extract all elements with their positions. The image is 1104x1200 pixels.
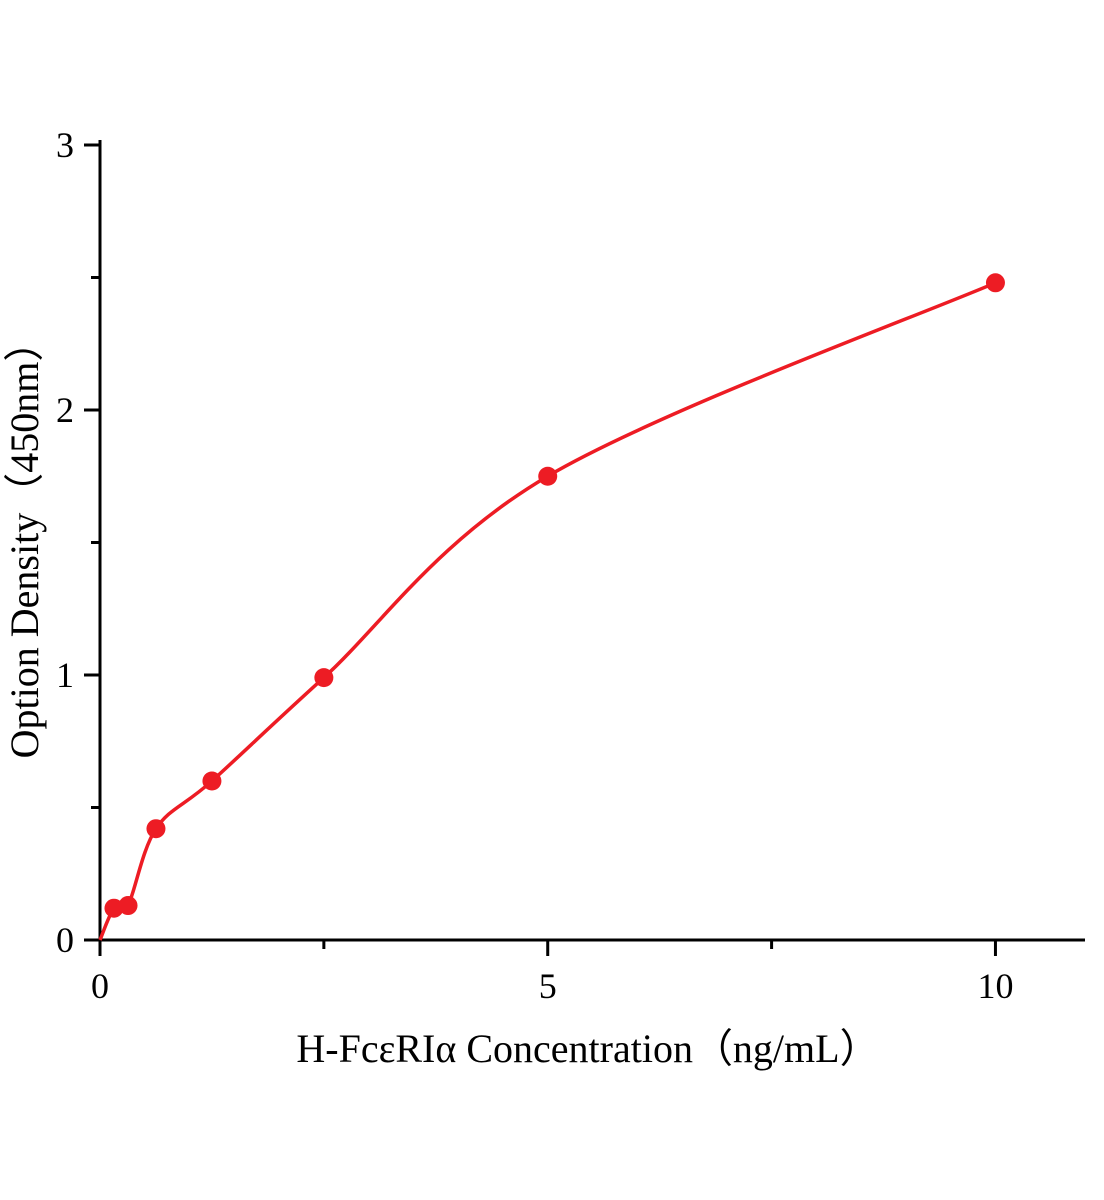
- data-point: [146, 819, 166, 839]
- data-point: [538, 466, 558, 486]
- tick-labels: 0 5 10 0 1 2 3: [56, 125, 1013, 1006]
- data-point: [202, 771, 222, 791]
- tick-label: 10: [977, 966, 1013, 1006]
- tick-label: 5: [539, 966, 557, 1006]
- data-point: [104, 898, 124, 918]
- data-point: [314, 668, 334, 688]
- data-point: [985, 273, 1005, 293]
- tick-label: 1: [56, 655, 74, 695]
- tick-label: 2: [56, 390, 74, 430]
- data-point: [118, 896, 138, 916]
- axes: [98, 140, 1085, 942]
- x-axis-label: H-FcεRIα Concentration（ng/mL）: [296, 1026, 879, 1071]
- tick-label: 3: [56, 125, 74, 165]
- fit-curve: [98, 281, 997, 941]
- tick-label: 0: [91, 966, 109, 1006]
- tick-marks: [84, 143, 997, 956]
- tick-label: 0: [56, 920, 74, 960]
- y-axis-label: Option Density（450nm）: [2, 322, 47, 759]
- data-points: [104, 273, 1005, 918]
